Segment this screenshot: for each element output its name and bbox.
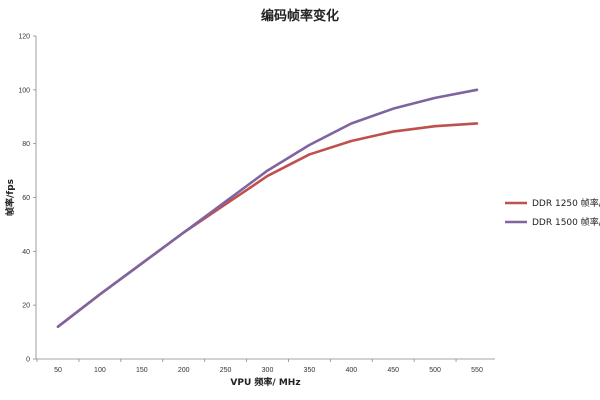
y-tick-label: 60 (22, 195, 30, 202)
y-axis-ticks: 0 20 40 60 80 100 120 (18, 34, 36, 364)
x-tick-label: 50 (54, 367, 62, 374)
legend-entry: DDR 1250 帧率/fps (532, 197, 600, 209)
x-tick-label: 150 (136, 367, 148, 374)
chart-title: 编码帧率变化 (261, 8, 339, 24)
x-tick-label: 350 (304, 367, 316, 374)
y-axis-label: 帧率/fps (4, 179, 16, 216)
x-tick-label: 550 (471, 367, 483, 374)
x-tick-label: 300 (262, 367, 274, 374)
x-tick-label: 500 (429, 367, 441, 374)
legend-entry: DDR 1500 帧率/fps (532, 216, 600, 228)
y-tick-label: 0 (26, 357, 30, 364)
y-tick-label: 40 (22, 249, 30, 256)
series-lines (56, 88, 479, 329)
y-tick-label: 20 (22, 303, 30, 310)
series-line-2 (56, 88, 479, 329)
y-tick-label: 120 (18, 34, 30, 41)
x-tick-label: 450 (387, 367, 399, 374)
x-tick-label: 200 (178, 367, 190, 374)
legend: DDR 1250 帧率/fps DDR 1500 帧率/fps (505, 197, 600, 228)
x-axis-ticks: 50 100 150 200 250 300 350 400 450 500 550 (36, 359, 483, 374)
y-tick-label: 80 (22, 141, 30, 148)
x-axis-label: VPU 频率/ MHz (230, 376, 300, 388)
series-line-1 (56, 122, 479, 329)
x-tick-label: 250 (220, 367, 232, 374)
y-tick-label: 100 (18, 87, 30, 94)
x-tick-label: 100 (94, 367, 106, 374)
x-tick-label: 400 (345, 367, 357, 374)
